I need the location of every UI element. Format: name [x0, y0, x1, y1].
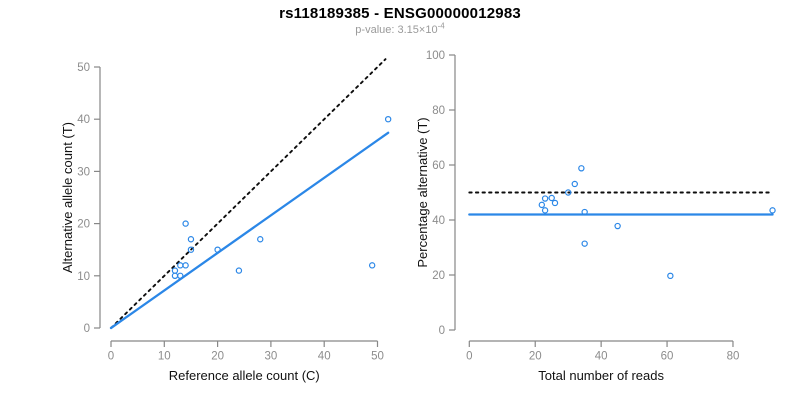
- data-point: [171, 267, 179, 274]
- data-point: [182, 220, 189, 227]
- data-point: [368, 262, 376, 269]
- data-point: [578, 165, 585, 172]
- x-tick-label: 40: [318, 351, 331, 363]
- right-plot: 0 20 40 60 80 Total number of reads 0 20 40 60 80 1…: [415, 50, 776, 383]
- data-point: [182, 262, 189, 269]
- left-plot: 0 10 20 30 40 50 Reference allele count (C) 0 10…: [60, 58, 392, 383]
- data-point: [171, 272, 179, 279]
- data-point: [769, 207, 776, 214]
- y-tick-label: 40: [432, 215, 445, 227]
- y-tick-label: 60: [432, 160, 445, 172]
- x-tick-label: 0: [466, 351, 472, 363]
- chart-subtitle: p-value: 3.15×10-4: [0, 21, 800, 36]
- x-tick-label: 20: [211, 351, 224, 363]
- y-tick-label: 20: [77, 219, 90, 231]
- data-point: [214, 246, 221, 253]
- data-point: [581, 240, 588, 247]
- y-tick-label: 20: [432, 270, 445, 282]
- identity-line: [110, 58, 387, 329]
- y-tick-label: 0: [84, 323, 90, 335]
- x-tick-label: 0: [108, 351, 114, 363]
- data-point: [614, 222, 621, 230]
- chart-title: rs118189385 - ENSG00000012983: [279, 5, 521, 22]
- data-point: [571, 180, 578, 188]
- x-axis-title: Reference allele count (C): [169, 368, 320, 383]
- x-tick-label: 60: [661, 351, 674, 363]
- data-point: [541, 195, 549, 202]
- pvalue-exponent: -4: [437, 21, 445, 31]
- regression-line: [109, 131, 390, 330]
- y-tick-label: 100: [426, 50, 445, 62]
- pvalue-text: p-value: 3.15×10: [355, 24, 438, 36]
- data-point: [177, 262, 184, 269]
- x-tick-label: 10: [158, 351, 171, 363]
- data-point: [257, 236, 264, 243]
- y-tick-label: 80: [432, 105, 445, 117]
- data-point: [187, 236, 195, 243]
- data-point: [384, 115, 392, 123]
- y-tick-label: 40: [77, 114, 90, 126]
- x-tick-label: 20: [529, 351, 542, 363]
- data-point: [538, 201, 546, 209]
- y-tick-label: 30: [77, 166, 90, 178]
- data-point: [541, 207, 549, 214]
- data-point: [564, 189, 572, 196]
- data-point: [235, 267, 243, 274]
- y-tick-label: 0: [439, 325, 445, 337]
- x-tick-label: 40: [595, 351, 608, 363]
- x-tick-label: 80: [727, 351, 740, 363]
- y-tick-label: 50: [77, 62, 90, 74]
- y-tick-label: 10: [77, 271, 90, 283]
- x-axis-title: Total number of reads: [538, 368, 664, 383]
- data-point: [177, 272, 184, 279]
- data-point: [548, 194, 555, 202]
- data-point: [667, 272, 674, 280]
- x-tick-label: 30: [265, 351, 278, 363]
- data-point: [187, 246, 195, 253]
- data-point: [551, 199, 559, 207]
- x-tick-label: 50: [371, 351, 384, 363]
- y-axis-title: Alternative allele count (T): [60, 122, 75, 273]
- data-point: [581, 208, 588, 216]
- y-axis-title: Percentage alternative (T): [415, 117, 430, 267]
